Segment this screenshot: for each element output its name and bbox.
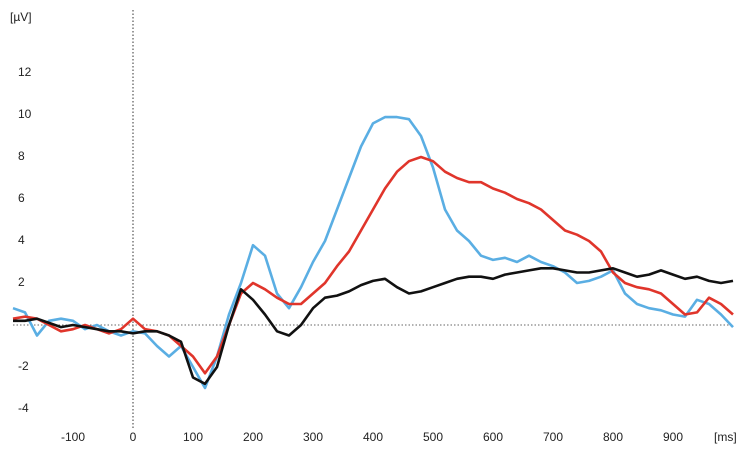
y-tick-label: -4 bbox=[18, 401, 29, 415]
y-tick-label: 10 bbox=[18, 107, 32, 121]
x-tick-label: 600 bbox=[483, 430, 503, 444]
x-tick-label: 300 bbox=[303, 430, 323, 444]
x-tick-label: -100 bbox=[61, 430, 85, 444]
y-tick-label: 4 bbox=[18, 233, 25, 247]
y-tick-label: 2 bbox=[18, 275, 25, 289]
x-tick-label: 700 bbox=[543, 430, 563, 444]
series-line bbox=[13, 267, 734, 386]
y-tick-label: 6 bbox=[18, 191, 25, 205]
y-tick-label: 8 bbox=[18, 149, 25, 163]
x-tick-label: 100 bbox=[183, 430, 203, 444]
x-tick-label: 500 bbox=[423, 430, 443, 444]
y-axis-label: [µV] bbox=[10, 10, 32, 24]
series-line bbox=[12, 155, 734, 375]
x-tick-label: 0 bbox=[130, 430, 137, 444]
y-tick-label: 12 bbox=[18, 65, 32, 79]
series-line bbox=[12, 115, 734, 390]
x-axis-label: [ms] bbox=[714, 430, 737, 444]
x-tick-label: 400 bbox=[363, 430, 383, 444]
x-tick-label: 900 bbox=[663, 430, 683, 444]
x-tick-label: 800 bbox=[603, 430, 623, 444]
y-tick-label: -2 bbox=[18, 359, 29, 373]
x-tick-label: 200 bbox=[243, 430, 263, 444]
